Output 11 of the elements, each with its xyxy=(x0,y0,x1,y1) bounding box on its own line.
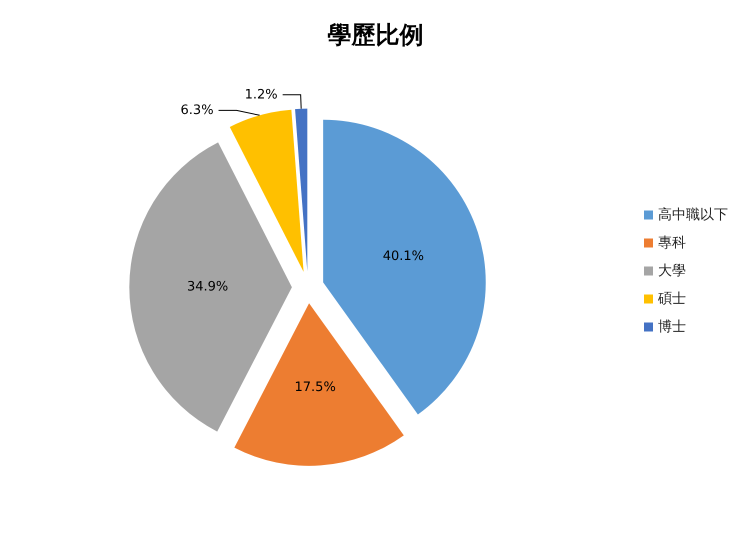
data-label: 34.9% xyxy=(186,279,228,294)
data-label: 40.1% xyxy=(382,249,424,264)
chart-title: 學歷比例 xyxy=(328,21,424,49)
data-label: 17.5% xyxy=(294,380,336,395)
data-label: 6.3% xyxy=(180,102,214,118)
legend-label: 高中職以下 xyxy=(658,207,728,223)
legend-label: 大學 xyxy=(658,263,686,279)
legend-label: 專科 xyxy=(658,235,686,251)
data-label: 1.2% xyxy=(244,87,278,102)
legend-label: 碩士 xyxy=(657,291,686,307)
legend-label: 博士 xyxy=(658,319,686,335)
